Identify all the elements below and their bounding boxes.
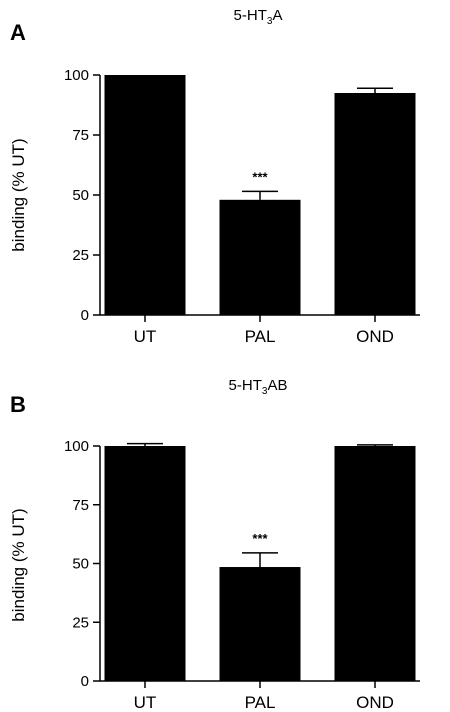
- bar-ond: [334, 446, 416, 681]
- y-tick-label: 25: [72, 247, 89, 264]
- x-tick-label: PAL: [245, 693, 276, 712]
- y-tick-label: 0: [81, 673, 89, 690]
- y-tick-label: 50: [72, 556, 89, 573]
- y-tick-label: 75: [72, 127, 89, 144]
- title-subscript: 3: [267, 16, 273, 27]
- title-prefix: 5-HT: [234, 7, 267, 24]
- y-tick-label: 100: [64, 67, 89, 84]
- bar-pal: [219, 567, 301, 681]
- y-tick-label: 100: [64, 438, 89, 455]
- bar-ut: [104, 75, 186, 315]
- y-tick-label: 0: [81, 307, 89, 324]
- chart-title: 5-HT3AB: [229, 377, 288, 397]
- significance-label: ***: [252, 531, 268, 546]
- panel-b: B 5-HT3AB binding (% UT) 0 25 50 75 100 UT PAL…: [9, 377, 420, 712]
- y-axis-label: binding (% UT): [9, 508, 28, 621]
- panel-letter: B: [10, 392, 26, 417]
- panel-letter: A: [10, 20, 26, 45]
- chart-title: 5-HT3A: [234, 7, 283, 27]
- x-tick-label: OND: [356, 693, 394, 712]
- title-suffix: A: [272, 7, 282, 24]
- bar-ut: [104, 446, 186, 681]
- x-tick-label: UT: [134, 327, 157, 346]
- y-tick-label: 50: [72, 187, 89, 204]
- x-tick-label: PAL: [245, 327, 276, 346]
- title-subscript: 3: [262, 386, 268, 397]
- title-prefix: 5-HT: [229, 377, 262, 394]
- y-tick-label: 75: [72, 497, 89, 514]
- y-tick-label: 25: [72, 614, 89, 631]
- bar-ond: [334, 93, 416, 315]
- bar-pal: [219, 199, 301, 315]
- title-suffix: AB: [267, 377, 287, 394]
- y-axis-label: binding (% UT): [9, 138, 28, 251]
- x-tick-label: OND: [356, 327, 394, 346]
- significance-label: ***: [252, 169, 268, 184]
- x-tick-label: UT: [134, 693, 157, 712]
